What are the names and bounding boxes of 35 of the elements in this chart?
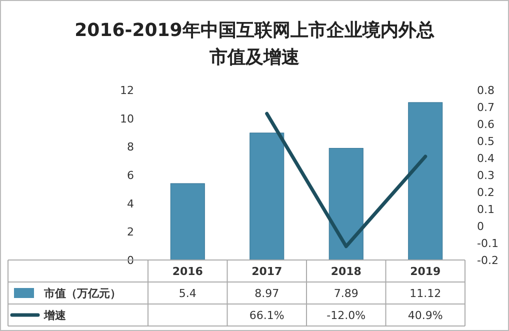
y2-tick-label: 0 [477, 220, 484, 233]
y2-tick-label: 0.3 [477, 169, 494, 182]
y2-tick-label: 0.6 [477, 118, 494, 131]
y-tick-label: 10 [120, 112, 134, 126]
y2-tick-label: 0.1 [477, 203, 494, 216]
y2-tick-label: 0.8 [477, 84, 494, 97]
y-tick-label: 4 [127, 197, 134, 210]
y-tick-label: 6 [127, 169, 134, 182]
data-label: 40.9% [408, 309, 443, 322]
data-label: -12.0% [326, 309, 366, 322]
y-tick-label: 12 [120, 84, 134, 97]
data-label: 66.1% [249, 309, 284, 322]
data-label: 11.12 [410, 287, 442, 300]
legend-label: 增速 [43, 309, 67, 322]
y-tick-label: 2 [127, 226, 134, 239]
y2-tick-label: 0.4 [477, 152, 494, 165]
x-tick-label: 2018 [330, 265, 362, 278]
data-label: 8.97 [254, 287, 280, 300]
y2-tick-label: 0.7 [477, 101, 494, 114]
chart-title: 2016-2019年中国互联网上市企业境内外总市值及增速 [74, 20, 434, 68]
bar [328, 148, 364, 260]
y2-tick-label: -0.1 [477, 237, 498, 250]
x-tick-label: 2017 [252, 265, 282, 278]
legend-label: 市值（万亿元） [43, 287, 121, 300]
bar [170, 183, 205, 260]
data-label: 7.89 [334, 287, 358, 300]
x-tick-label: 2019 [410, 265, 441, 278]
y2-tick-label: -0.2 [477, 254, 498, 267]
bar [408, 102, 443, 260]
data-label: 5.4 [178, 287, 196, 300]
x-tick-label: 2016 [172, 265, 204, 278]
bar [250, 132, 284, 260]
y2-tick-label: 0.2 [477, 186, 494, 199]
y2-tick-label: 0.5 [477, 135, 494, 148]
y-tick-label: 8 [127, 140, 134, 154]
